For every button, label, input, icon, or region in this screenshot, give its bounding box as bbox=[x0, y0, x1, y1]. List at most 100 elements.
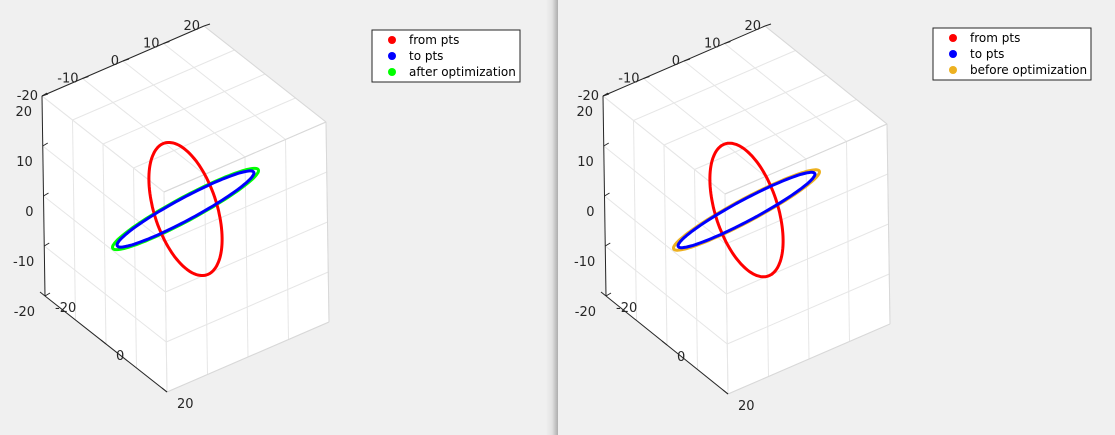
legend-marker bbox=[388, 52, 396, 60]
z-tick-label: 10 bbox=[704, 37, 721, 52]
z-tick bbox=[203, 23, 211, 27]
y-tick bbox=[43, 192, 49, 197]
legend-label: to pts bbox=[409, 49, 443, 63]
y-tick bbox=[604, 242, 611, 247]
x-tick bbox=[161, 387, 168, 393]
x-tick-label: 20 bbox=[177, 397, 194, 412]
z-tick-label: -20 bbox=[17, 89, 38, 104]
y-tick bbox=[602, 92, 609, 97]
z-tick-label: 0 bbox=[672, 54, 680, 69]
x-tick bbox=[39, 291, 46, 297]
gridline-y-floor bbox=[42, 145, 166, 243]
gridline-x-floor bbox=[724, 193, 729, 395]
gridline-z-wall bbox=[163, 43, 286, 140]
gridline-x-wall bbox=[694, 99, 857, 170]
legend-marker bbox=[949, 34, 957, 42]
y-tick-label: 20 bbox=[576, 105, 593, 120]
z-tick bbox=[724, 41, 731, 44]
box-edge bbox=[724, 123, 888, 195]
legend-marker bbox=[949, 50, 957, 58]
y-tick-label: 0 bbox=[25, 205, 33, 220]
gridline-x-wall bbox=[133, 97, 296, 169]
x-tick-label: -20 bbox=[616, 301, 637, 316]
box-edge bbox=[163, 121, 327, 193]
box-edge bbox=[203, 25, 327, 123]
legend-marker bbox=[949, 66, 957, 74]
y-tick-label: -20 bbox=[14, 305, 35, 320]
z-tick bbox=[683, 58, 691, 62]
box-edge bbox=[727, 323, 891, 395]
gridline-z-wall bbox=[683, 60, 807, 160]
gridline-z-wall bbox=[285, 139, 289, 340]
series-line-to-pts bbox=[115, 169, 256, 249]
box-edge bbox=[764, 25, 888, 125]
y-tick bbox=[41, 92, 48, 97]
gridline-y-floor bbox=[603, 145, 727, 245]
legend-label: from pts bbox=[409, 33, 459, 47]
gridline-z-wall bbox=[244, 156, 249, 358]
legend[interactable] bbox=[932, 27, 1092, 81]
z-tick bbox=[643, 76, 650, 79]
y-tick bbox=[42, 142, 49, 147]
gridline-z-wall bbox=[846, 141, 850, 342]
x-tick bbox=[600, 291, 607, 297]
legend-label: after optimization bbox=[409, 65, 516, 79]
y-tick bbox=[604, 192, 610, 197]
legend-marker bbox=[388, 36, 396, 44]
y-tick-label: -20 bbox=[575, 305, 596, 320]
y-tick bbox=[44, 292, 51, 297]
z-tick bbox=[764, 23, 772, 27]
y-tick-label: 0 bbox=[586, 205, 594, 220]
series-line-to-pts bbox=[676, 170, 817, 250]
z-tick-label: 20 bbox=[744, 19, 761, 34]
gridline-y-wall bbox=[725, 173, 888, 245]
legend-label: from pts bbox=[970, 31, 1020, 45]
window-divider bbox=[546, 0, 558, 435]
gridline-y-floor bbox=[43, 195, 166, 293]
gridline-x-floor bbox=[163, 191, 168, 393]
y-tick-label: 10 bbox=[16, 155, 33, 170]
z-tick-label: 20 bbox=[183, 19, 200, 34]
figure-panel-right: 20 10 0 -10 -20 20 10 0 -10 -20 -20 0 20 from pts to p… bbox=[556, 0, 1115, 435]
gridline-y-floor bbox=[602, 95, 726, 195]
y-tick bbox=[603, 142, 610, 147]
legend-marker bbox=[388, 68, 396, 76]
legend-label: to pts bbox=[970, 47, 1004, 61]
x-tick bbox=[661, 340, 668, 346]
gridline-y-wall bbox=[164, 171, 327, 243]
x-tick-label: 20 bbox=[738, 399, 755, 414]
y-tick-label: 20 bbox=[15, 105, 32, 120]
x-tick bbox=[722, 389, 729, 395]
box-edge bbox=[166, 321, 330, 393]
y-tick bbox=[605, 292, 612, 297]
z-tick bbox=[82, 76, 89, 79]
y-tick-label: 10 bbox=[577, 155, 594, 170]
y-tick bbox=[43, 242, 50, 247]
gridline-x-floor bbox=[133, 167, 137, 369]
z-tick bbox=[163, 41, 170, 44]
z-tick-label: 0 bbox=[111, 54, 119, 69]
gridline-x-floor bbox=[694, 169, 698, 370]
figure-panel-left: 20 10 0 -10 -20 20 10 0 -10 -20 -20 0 20 from pts to p… bbox=[0, 0, 556, 435]
x-tick-label: -20 bbox=[55, 301, 76, 316]
y-tick-label: -10 bbox=[13, 255, 34, 270]
x-tick bbox=[100, 339, 107, 345]
x-tick-label: 0 bbox=[677, 350, 685, 365]
gridline-z-wall bbox=[122, 60, 246, 158]
z-tick-label: -10 bbox=[57, 72, 78, 87]
x-tick-label: 0 bbox=[116, 349, 124, 364]
gridline-y-floor bbox=[41, 95, 165, 193]
gridline-z-wall bbox=[724, 43, 847, 142]
z-tick-label: -20 bbox=[578, 89, 599, 104]
gridline-y-floor bbox=[604, 195, 727, 295]
z-tick-label: 10 bbox=[143, 37, 160, 52]
y-tick-label: -10 bbox=[574, 255, 595, 270]
box-edge bbox=[886, 123, 891, 325]
z-tick bbox=[122, 58, 130, 62]
legend[interactable] bbox=[371, 29, 521, 83]
gridline-z-wall bbox=[805, 158, 810, 360]
box-edge bbox=[325, 121, 330, 323]
legend-label: before optimization bbox=[970, 63, 1087, 77]
